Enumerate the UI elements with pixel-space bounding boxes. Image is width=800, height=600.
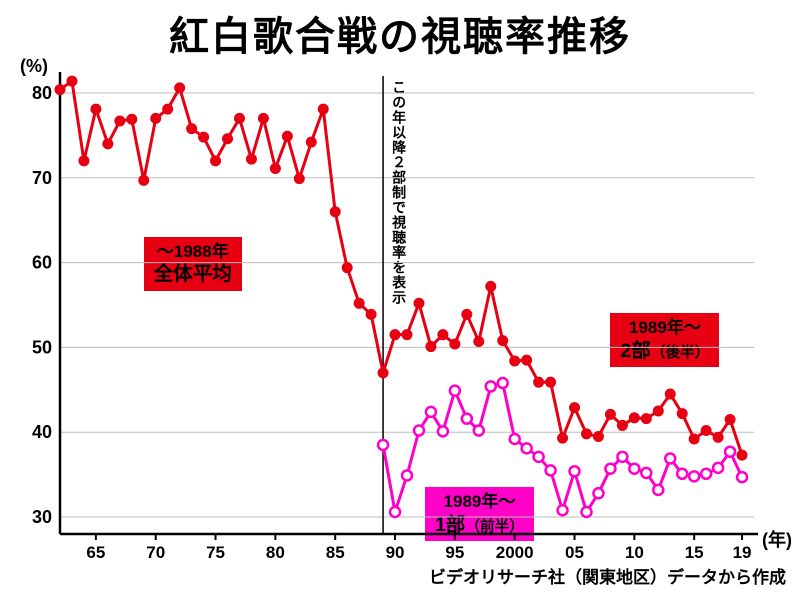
svg-text:2000: 2000 [496, 543, 534, 562]
line-chart: 30 40 50 60 70 80 65 70 75 80 85 90 95 2000 05 10 15 19 [0, 0, 800, 600]
svg-text:85: 85 [326, 543, 345, 562]
svg-text:60: 60 [32, 253, 52, 273]
svg-text:75: 75 [206, 543, 225, 562]
svg-text:50: 50 [32, 337, 52, 357]
svg-text:15: 15 [685, 543, 704, 562]
svg-text:80: 80 [266, 543, 285, 562]
svg-text:65: 65 [86, 543, 105, 562]
svg-text:70: 70 [146, 543, 165, 562]
svg-text:30: 30 [32, 507, 52, 527]
svg-text:80: 80 [32, 83, 52, 103]
svg-text:70: 70 [32, 168, 52, 188]
svg-text:10: 10 [625, 543, 644, 562]
svg-text:95: 95 [445, 543, 464, 562]
svg-text:05: 05 [565, 543, 584, 562]
svg-text:19: 19 [733, 543, 752, 562]
svg-text:90: 90 [386, 543, 405, 562]
svg-text:40: 40 [32, 422, 52, 442]
